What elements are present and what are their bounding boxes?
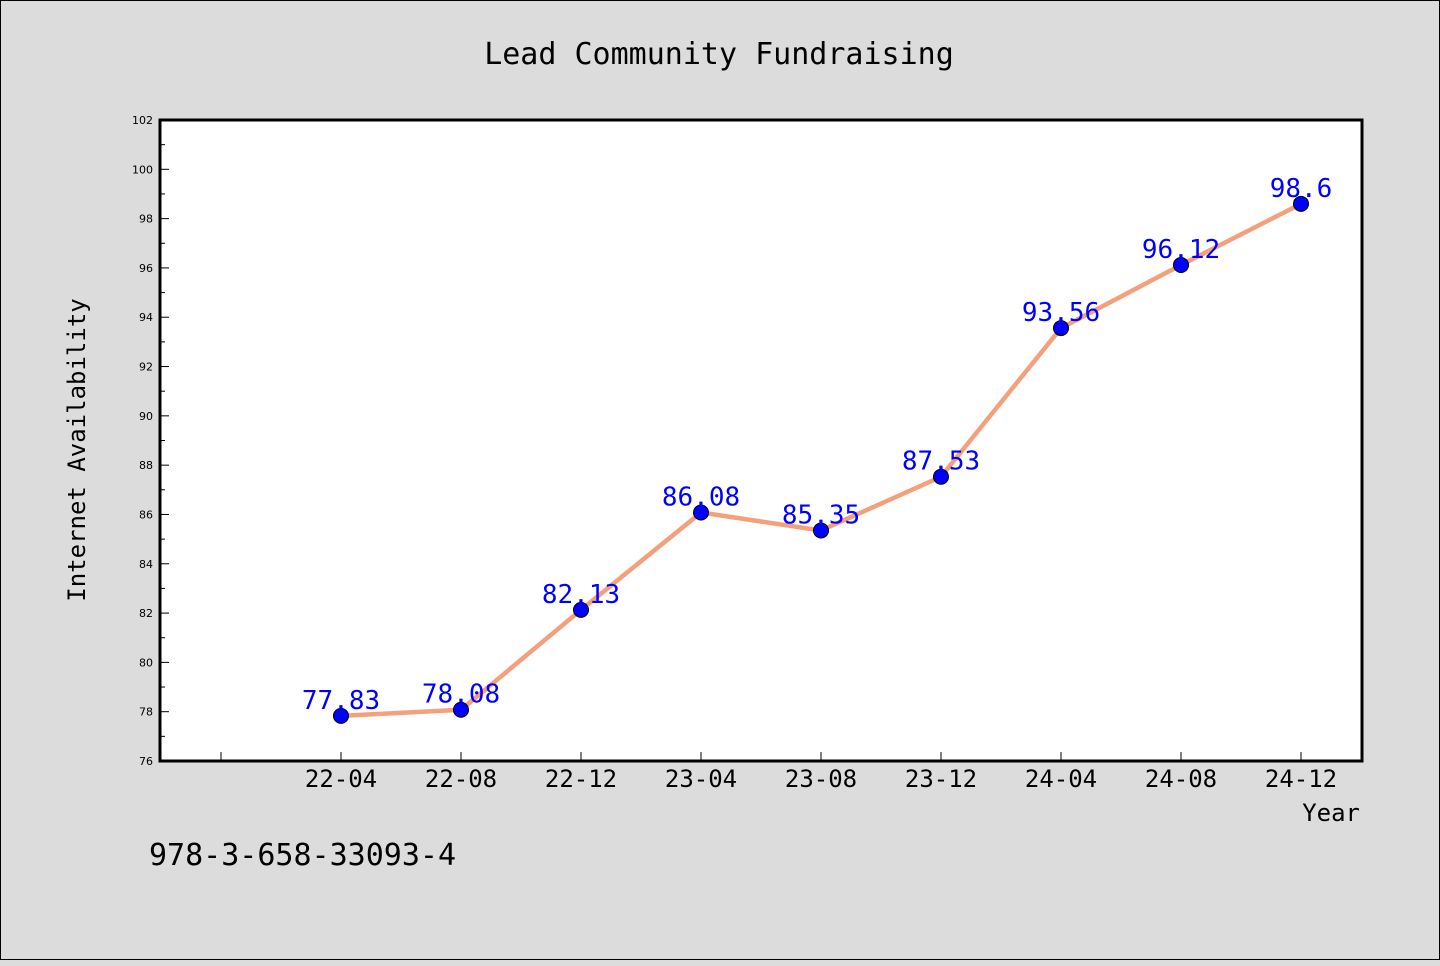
y-axis-ticks: 76 78 80 82 84 86 88 90 92 94 96 98 100 102 [132,114,169,768]
x-tick-label: 22-08 [425,765,497,793]
data-label: 98.6 [1270,174,1333,204]
y-tick-label: 102 [132,114,153,127]
data-point [1053,320,1069,337]
isbn-text: 978-3-658-33093-4 [149,838,456,873]
data-point [813,522,829,539]
data-label: 93.56 [1022,298,1100,328]
x-tick-label: 23-12 [905,765,977,793]
x-axis-label: Year [1302,799,1360,827]
data-label: 96.12 [1142,235,1220,265]
x-axis-ticks: 22-04 22-08 22-12 23-04 23-08 23-12 24-04 24-08… [220,752,1337,793]
plot-border [158,118,1364,763]
x-tick-label: 24-04 [1025,765,1097,793]
x-tick-label: 22-12 [545,765,617,793]
data-point [1293,195,1309,212]
data-point [453,701,469,718]
y-tick-label: 88 [139,459,153,472]
plot-area [160,120,1362,761]
data-label: 78.08 [422,680,500,710]
data-point [1173,256,1189,273]
x-tick-label: 24-08 [1145,765,1217,793]
x-tick-label: 24-12 [1265,765,1337,793]
y-tick-label: 90 [139,410,153,423]
y-tick-label: 96 [139,262,153,275]
y-tick-label: 100 [132,163,153,176]
data-label: 85.35 [782,500,860,530]
data-point [333,707,349,724]
y-tick-label: 94 [139,311,153,324]
y-tick-label: 84 [139,558,153,571]
x-tick-label: 23-08 [785,765,857,793]
data-point [933,468,949,485]
y-tick-label: 86 [139,508,153,521]
x-tick-label: 22-04 [305,765,377,793]
data-label: 86.08 [662,482,740,512]
series-group: 77.83 78.08 82.13 86.08 85.35 87.53 93.56 96.12… [302,174,1332,724]
data-label: 77.83 [302,686,380,716]
y-tick-label: 98 [139,213,153,226]
y-tick-label: 82 [139,607,153,620]
data-point [693,504,709,521]
y-tick-label: 80 [139,656,153,669]
y-axis-label: Internet Availability [63,298,91,601]
data-point [573,601,589,618]
y-tick-label: 78 [139,706,153,719]
x-tick-label: 23-04 [665,765,737,793]
data-label: 87.53 [902,447,980,477]
chart-title: Lead Community Fundraising [484,37,954,72]
y-tick-label: 76 [139,755,153,768]
y-tick-label: 92 [139,361,153,374]
data-label: 82.13 [542,580,620,610]
